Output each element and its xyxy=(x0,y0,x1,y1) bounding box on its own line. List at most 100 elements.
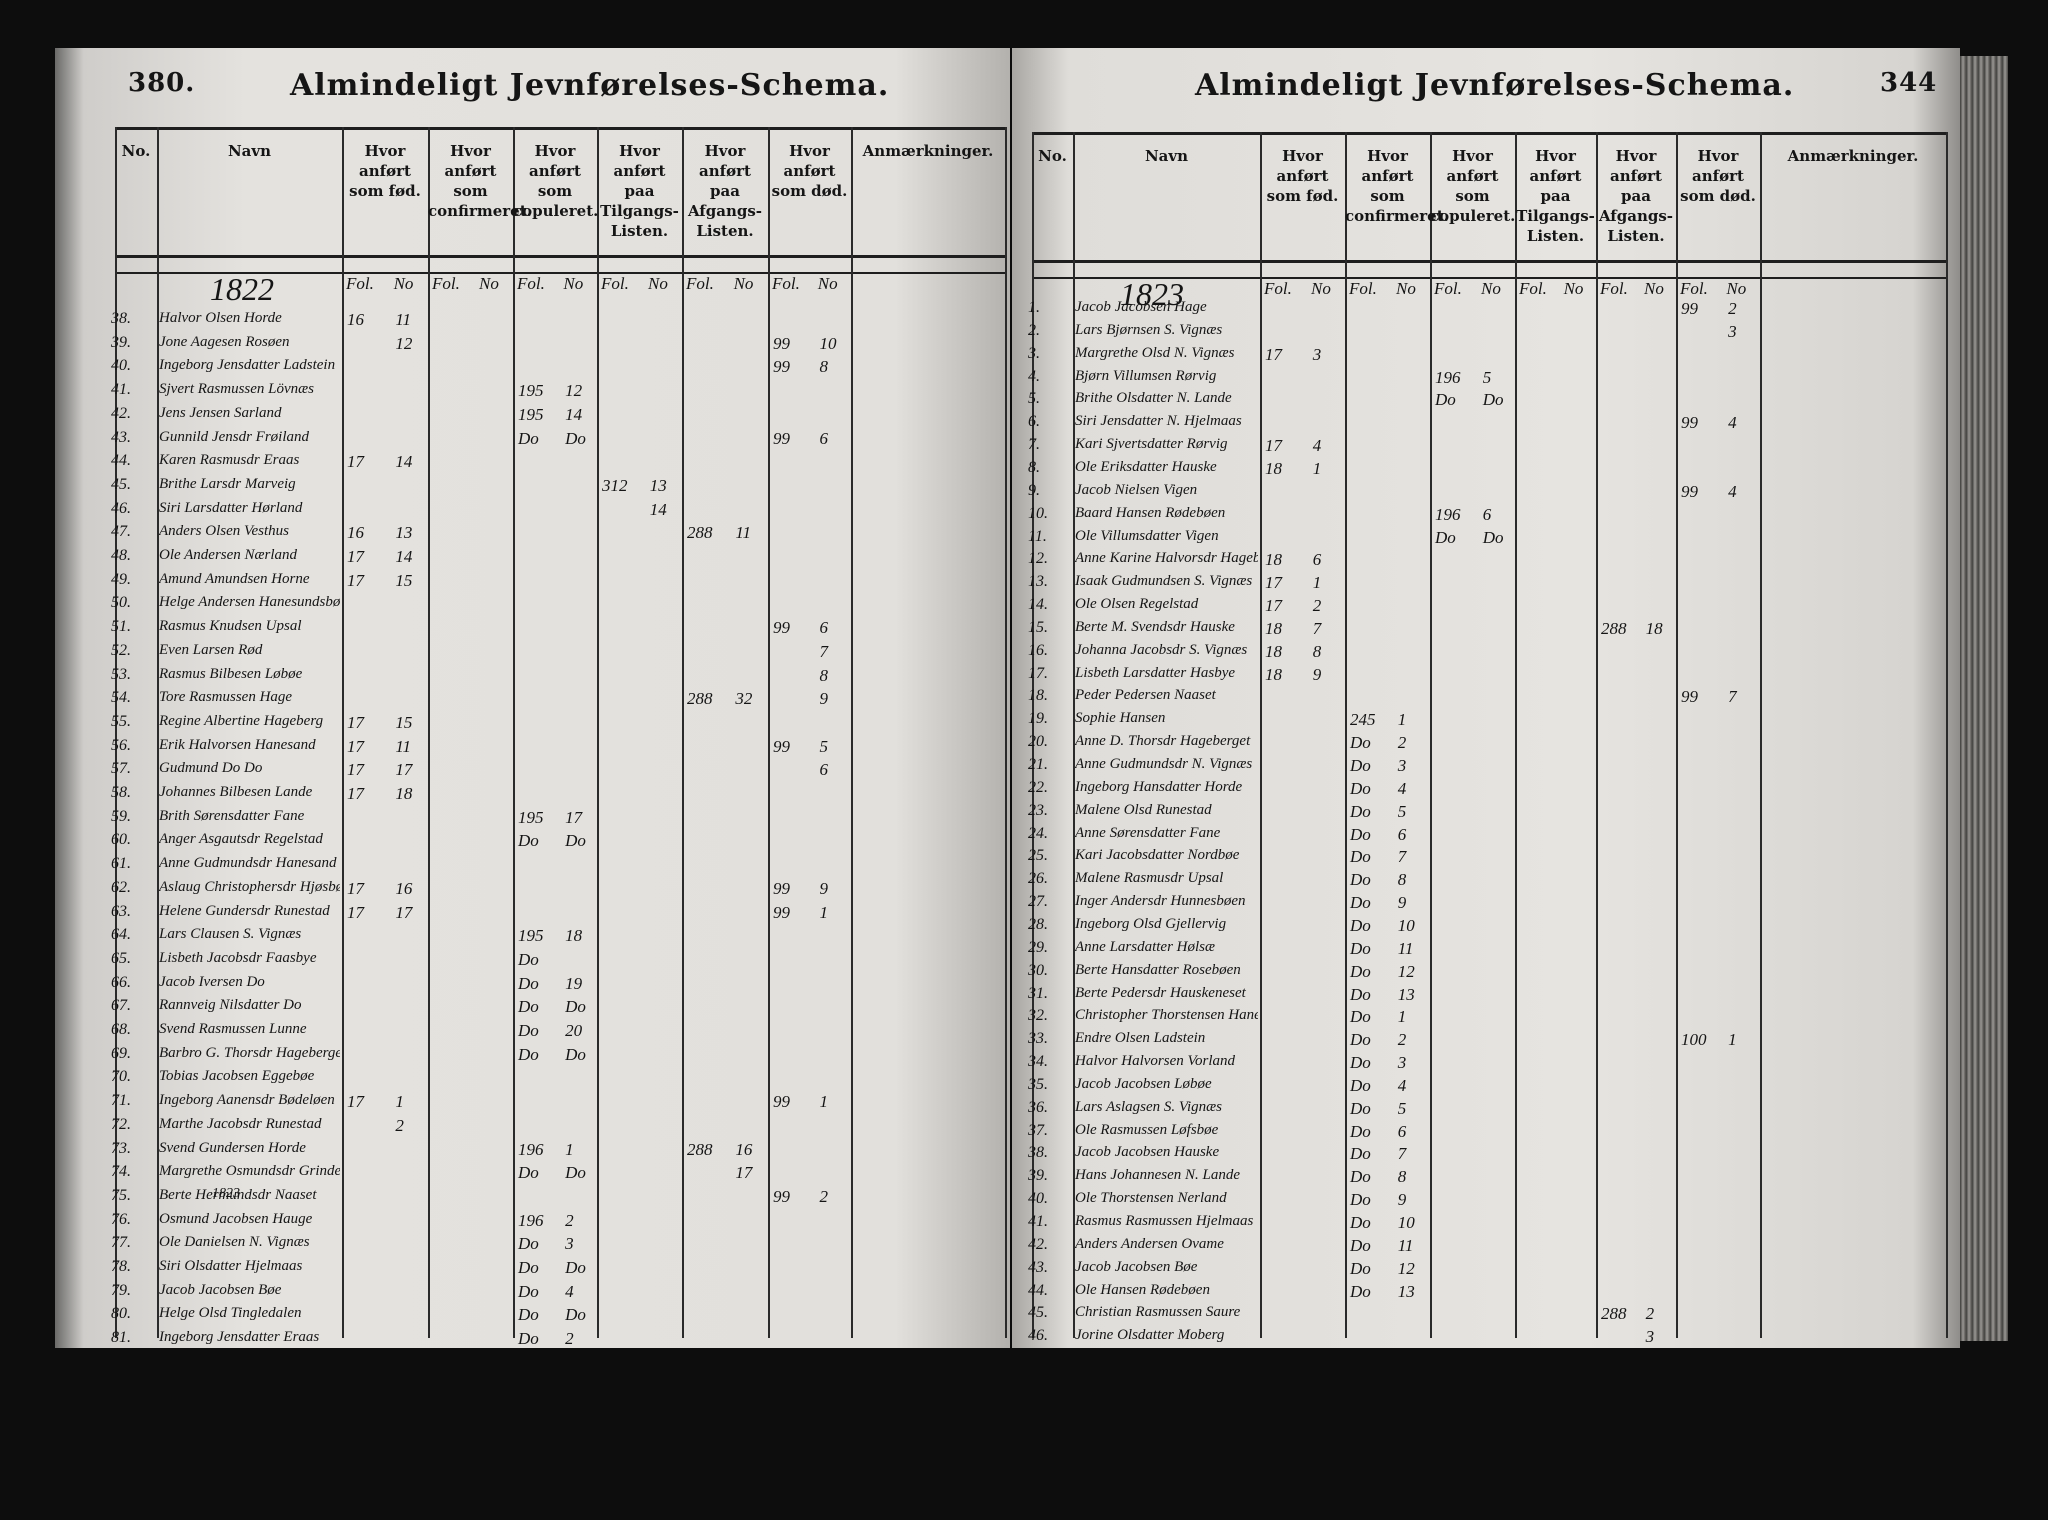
no-entry: 13 xyxy=(649,475,667,495)
no-entry: 3 xyxy=(1728,321,1737,341)
entry-number: 35. xyxy=(1028,1075,1048,1093)
entry-number: 72. xyxy=(111,1115,131,1133)
entry-name: Lars Clausen S. Vignæs xyxy=(159,926,302,943)
entry-number: 39. xyxy=(1028,1167,1048,1185)
no-entry: 11 xyxy=(1397,938,1414,958)
no-entry: 7 xyxy=(819,641,828,661)
entry-name: Tobias Jacobsen Eggebøe xyxy=(159,1068,315,1085)
entry-name: Berte M. Svendsdr Hauske xyxy=(1075,618,1235,635)
fol-entry: 99 xyxy=(773,428,790,448)
no-entry: 12 xyxy=(565,381,583,401)
entry-number: 55. xyxy=(111,712,131,730)
entry-name: Helge Olsd Tingledalen xyxy=(159,1305,302,1322)
no-entry: 14 xyxy=(395,452,413,472)
entry-number: 78. xyxy=(111,1258,131,1275)
no-entry: 7 xyxy=(1728,687,1737,707)
no-entry: 5 xyxy=(1397,1098,1407,1118)
column-rule xyxy=(768,127,770,1338)
no-entry: 2 xyxy=(565,1210,574,1230)
entry-name: Rasmus Bilbesen Løbøe xyxy=(159,665,303,682)
entry-number: 60. xyxy=(111,831,131,849)
no-entry: 12 xyxy=(1397,961,1415,981)
entry-name: Halvor Olsen Horde xyxy=(159,310,282,326)
no-entry: 13 xyxy=(395,523,413,543)
fol-entry: Do xyxy=(518,1021,539,1040)
entry-number: 4. xyxy=(1028,367,1040,385)
entry-name: Jacob Jacobsen Løbøe xyxy=(1075,1075,1212,1092)
entry-number: 65. xyxy=(111,949,131,967)
entry-number: 6. xyxy=(1028,413,1040,431)
fol-entry: 196 xyxy=(518,1210,544,1230)
fol-entry: 195 xyxy=(518,381,544,401)
entry-name: Anders Andersen Ovame xyxy=(1075,1235,1224,1252)
entry-name: Margrethe Olsd N. Vignæs xyxy=(1075,344,1235,361)
entry-name: Jacob Jacobsen Hage xyxy=(1075,299,1207,315)
no-label: No xyxy=(648,274,668,293)
entry-number: 46. xyxy=(111,499,131,517)
entry-number: 53. xyxy=(111,665,131,683)
entry-name: Erik Halvorsen Hanesand xyxy=(159,736,316,753)
fol-entry: Do xyxy=(518,1163,539,1183)
no-entry: 10 xyxy=(1397,915,1415,935)
entry-number: 52. xyxy=(111,641,131,659)
entry-number: 7. xyxy=(1028,436,1040,454)
column-header: Navn xyxy=(227,142,272,160)
entry-name: Jacob Iversen Do xyxy=(159,973,265,990)
no-entry: 2 xyxy=(1645,1304,1655,1324)
no-entry: 1 xyxy=(1312,573,1322,593)
entry-name: Christopher Thorstensen Hanesand xyxy=(1075,1007,1258,1024)
no-entry: Do xyxy=(565,1044,586,1064)
fol-entry: 288 xyxy=(687,1139,713,1159)
entry-number: 29. xyxy=(1028,938,1048,956)
entry-number: 26. xyxy=(1028,870,1048,888)
entry-number: 44. xyxy=(111,452,131,470)
no-entry: 17 xyxy=(395,760,413,780)
entry-name: Helge Andersen Hanesundsbøen xyxy=(159,594,340,611)
fol-label: Fol. xyxy=(686,274,714,293)
fol-entry: 100 xyxy=(1681,1030,1707,1050)
entry-name: Jone Aagesen Rosøen xyxy=(159,333,290,350)
entry-number: 38. xyxy=(1028,1144,1048,1162)
no-entry: 1 xyxy=(1397,710,1407,730)
no-entry: Do xyxy=(565,428,586,448)
entry-name: Kari Jacobsdatter Nordbøe xyxy=(1075,847,1240,864)
entry-name: Tore Rasmussen Hage xyxy=(159,689,293,706)
entry-name: Helene Gundersdr Runestad xyxy=(159,902,330,919)
no-entry: 18 xyxy=(1645,618,1663,638)
no-entry: 6 xyxy=(1397,1121,1407,1141)
column-header: Anmærkninger. xyxy=(1787,147,1919,165)
entry-number: 23. xyxy=(1028,801,1048,819)
entry-number: 30. xyxy=(1028,961,1048,979)
fol-entry: 17 xyxy=(347,1092,364,1112)
fol-label: Fol. xyxy=(1600,279,1628,298)
no-entry: 4 xyxy=(1312,436,1322,456)
entry-number: 40. xyxy=(111,357,131,375)
entry-name: Malene Olsd Runestad xyxy=(1075,801,1212,818)
entry-name: Ole Danielsen N. Vignæs xyxy=(159,1234,310,1251)
column-rule xyxy=(1946,132,1948,1338)
fol-entry: Do xyxy=(518,1281,539,1301)
entry-number: 20. xyxy=(1028,733,1048,751)
fol-label: Fol. xyxy=(772,274,800,293)
no-entry: 6 xyxy=(1312,550,1322,570)
column-header: Hvor anført som copuleret. xyxy=(513,142,599,220)
column-rule xyxy=(851,127,853,1338)
entry-number: 45. xyxy=(1028,1304,1048,1322)
entry-number: 40. xyxy=(1028,1190,1048,1208)
entry-name: Christian Rasmussen Saure xyxy=(1075,1304,1241,1321)
page-number: 344 xyxy=(1880,68,1938,98)
fol-entry: 288 xyxy=(687,523,713,543)
no-entry: 6 xyxy=(1482,504,1492,524)
entry-name: Ingeborg Hansdatter Horde xyxy=(1075,778,1243,795)
no-label: No xyxy=(393,274,414,293)
entry-name: Jacob Nielsen Vigen xyxy=(1075,481,1198,498)
no-entry: 3 xyxy=(1312,344,1322,364)
fol-entry: 196 xyxy=(1435,504,1461,524)
entry-number: 37. xyxy=(1028,1121,1048,1139)
header-rule xyxy=(1032,132,1946,135)
entry-name: Rannveig Nilsdatter Do xyxy=(159,997,302,1014)
entry-name: Isaak Gudmundsen S. Vignæs xyxy=(1075,573,1253,590)
year: 1823 xyxy=(1120,276,1184,312)
entry-number: 18. xyxy=(1028,687,1048,705)
entry-name: Ole Olsen Regelstad xyxy=(1075,596,1199,613)
